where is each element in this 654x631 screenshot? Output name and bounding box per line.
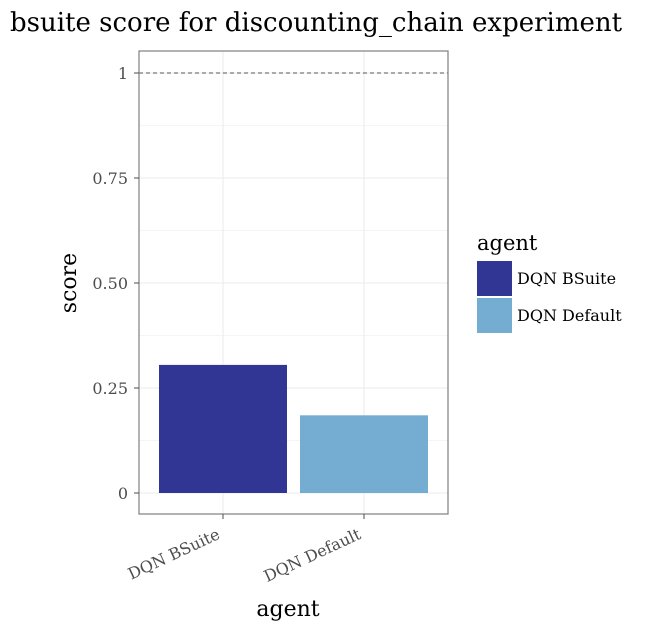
y-tick-label: 1 bbox=[118, 64, 128, 83]
bar-dqn-default bbox=[300, 415, 428, 493]
legend-title: agent bbox=[477, 231, 538, 255]
chart-title: bsuite score for discounting_chain exper… bbox=[10, 8, 623, 38]
x-axis: DQN BSuite DQN Default bbox=[125, 514, 365, 586]
x-axis-title: agent bbox=[256, 597, 319, 622]
legend: agent DQN BSuite DQN Default bbox=[477, 231, 622, 333]
y-tick-label: 0.50 bbox=[92, 274, 128, 293]
y-tick-label: 0.25 bbox=[92, 379, 128, 398]
plot-area bbox=[138, 50, 449, 515]
legend-swatch bbox=[477, 298, 512, 333]
x-tick-label: DQN Default bbox=[261, 524, 364, 586]
y-axis-title: score bbox=[57, 253, 82, 313]
legend-label: DQN BSuite bbox=[517, 269, 616, 288]
x-tick-label: DQN BSuite bbox=[125, 524, 223, 583]
y-axis: 0 0.25 0.50 0.75 1 bbox=[92, 64, 139, 503]
legend-swatch bbox=[477, 261, 512, 296]
bar-dqn-bsuite bbox=[159, 364, 287, 493]
y-tick-label: 0 bbox=[118, 484, 128, 503]
y-tick-label: 0.75 bbox=[92, 169, 128, 188]
legend-label: DQN Default bbox=[517, 306, 622, 325]
